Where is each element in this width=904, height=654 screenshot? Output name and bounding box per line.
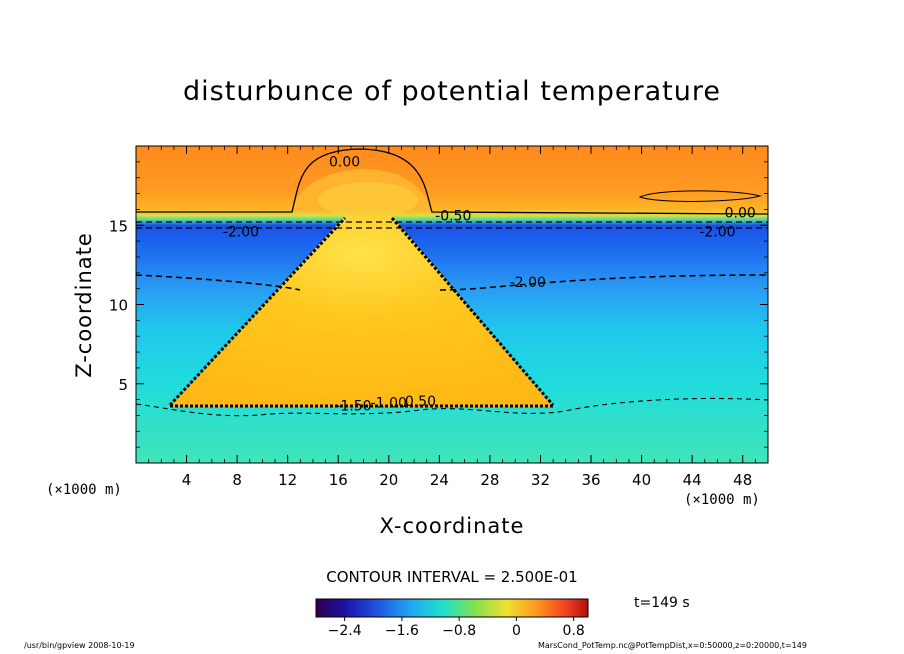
- chart-title: disturbunce of potential temperature: [183, 76, 721, 107]
- contour-label-2: -2.00: [223, 224, 259, 240]
- x-axis-unit-left: (×1000 m): [46, 482, 122, 498]
- x-tick-label-0: 4: [182, 471, 192, 489]
- y-tick-label-2: 15: [109, 217, 128, 235]
- x-tick-label-9: 40: [632, 471, 651, 489]
- x-tick-label-2: 12: [278, 471, 297, 489]
- x-tick-label-3: 16: [329, 471, 348, 489]
- x-axis-label: X-coordinate: [379, 514, 525, 538]
- colorbar-tick-label-2: −0.8: [442, 623, 476, 639]
- contour-label-3: -0.50: [435, 208, 471, 224]
- y-tick-label-0: 5: [118, 376, 128, 394]
- colorbar-tick-label-1: −1.6: [385, 623, 419, 639]
- colorbar-ticks: −2.4 −1.6 −0.8 0 0.8: [328, 617, 585, 639]
- contour-label-1: 0.00: [725, 205, 756, 221]
- x-tick-label-7: 32: [531, 471, 550, 489]
- footer-left: /usr/bin/gpview 2008-10-19: [24, 641, 135, 650]
- colorbar-tick-label-0: −2.4: [328, 623, 362, 639]
- contour-dashed-3: [136, 274, 768, 291]
- x-tick-label-1: 8: [232, 471, 242, 489]
- x-tick-label-8: 36: [581, 471, 600, 489]
- x-tick-label-11: 48: [733, 471, 752, 489]
- mountain-left-edge: [168, 216, 347, 407]
- warm-plume-core: [318, 182, 418, 218]
- contour-label-7: -1.00: [371, 396, 407, 412]
- contour-label-8: 0.50: [405, 394, 436, 410]
- y-tick-label-1: 10: [109, 297, 128, 315]
- contour-ellipse: [638, 190, 762, 202]
- y-axis-ticks: 5 10 15: [109, 161, 768, 448]
- footer-right: MarsCond_PotTemp.nc@PotTempDist,x=0:5000…: [538, 641, 807, 650]
- colorbar: [315, 598, 589, 618]
- x-tick-label-10: 44: [683, 471, 702, 489]
- x-axis-unit-right: (×1000 m): [684, 492, 760, 508]
- x-tick-label-4: 20: [379, 471, 398, 489]
- contour-label-0: 0.00: [329, 155, 360, 171]
- x-tick-label-5: 24: [430, 471, 449, 489]
- contour-dashed-4: [136, 397, 768, 417]
- mountain: [170, 216, 553, 407]
- contour-label-6: -1.50: [335, 399, 371, 415]
- colorbar-tick-label-3: 0: [512, 623, 521, 639]
- colorbar-tick-label-4: 0.8: [563, 623, 585, 639]
- time-label: t=149 s: [634, 595, 690, 611]
- mountain-right-edge: [390, 217, 555, 406]
- contour-label-4: -2.00: [699, 224, 735, 240]
- contour-zero-line: [136, 148, 768, 215]
- contour-label-5: -2.00: [510, 275, 546, 291]
- contour-interval-label: CONTOUR INTERVAL = 2.500E-01: [326, 568, 578, 586]
- x-tick-label-6: 28: [480, 471, 499, 489]
- contour-labels: 0.00 0.00 -2.00 -0.50 -2.00 -2.00 -1.50 -1.000.…: [223, 155, 756, 415]
- x-axis-ticks: 4 8 12 16 20 24 28 32 36 40 44 48: [148, 146, 756, 489]
